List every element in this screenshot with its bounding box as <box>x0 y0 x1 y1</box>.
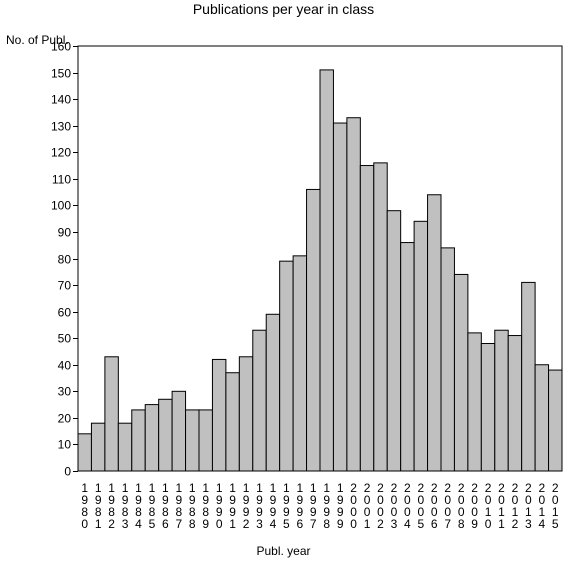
bar <box>319 69 334 472</box>
bar <box>252 329 267 472</box>
bar <box>494 329 509 472</box>
bar <box>117 422 133 472</box>
bar <box>427 194 442 472</box>
y-tick-label: 40 <box>58 359 72 373</box>
y-tick-label: 30 <box>58 385 72 399</box>
y-tick-label: 70 <box>58 279 72 293</box>
bar <box>238 356 254 472</box>
bar <box>346 117 361 472</box>
bar <box>306 188 321 472</box>
y-tick-label: 160 <box>51 40 71 54</box>
bar <box>279 260 294 472</box>
bar <box>413 220 429 472</box>
bar <box>225 372 240 472</box>
y-tick-label: 20 <box>58 412 72 426</box>
y-tick-label: 120 <box>51 146 71 160</box>
y-tick-label: 100 <box>51 199 71 213</box>
bar <box>211 358 227 472</box>
bar <box>77 433 92 472</box>
y-tick-label: 10 <box>58 438 72 452</box>
y-tick-label: 150 <box>51 67 71 81</box>
y-tick-label: 140 <box>51 93 71 107</box>
bar <box>131 409 146 472</box>
y-tick-label: 80 <box>58 253 72 267</box>
bar <box>292 255 308 472</box>
bar <box>332 122 348 472</box>
bar <box>185 409 200 472</box>
bar <box>144 404 160 472</box>
bar <box>90 422 106 472</box>
bar <box>104 356 119 472</box>
bar <box>265 313 281 472</box>
x-axis-label: Publ. year <box>256 544 311 558</box>
y-tick-label: 60 <box>58 306 72 320</box>
bar <box>158 398 173 472</box>
bar <box>171 390 187 472</box>
bar <box>467 332 482 472</box>
bar <box>507 335 523 472</box>
bar <box>521 281 536 472</box>
bar <box>386 210 402 472</box>
bar <box>400 242 415 472</box>
y-tick-label: 130 <box>51 120 71 134</box>
y-axis-label: No. of Publ. <box>6 33 69 47</box>
bar <box>440 247 455 472</box>
chart-title: Publications per year in class <box>192 1 375 17</box>
bar <box>534 364 550 472</box>
y-tick-label: 50 <box>58 332 72 346</box>
bar <box>480 343 496 472</box>
bar <box>548 369 563 472</box>
bar <box>359 165 375 472</box>
bar <box>373 162 388 472</box>
bar <box>453 273 469 472</box>
bar <box>198 409 213 472</box>
y-tick-label: 0 <box>64 465 71 479</box>
y-tick-label: 110 <box>52 173 71 187</box>
y-tick-label: 90 <box>58 226 72 240</box>
